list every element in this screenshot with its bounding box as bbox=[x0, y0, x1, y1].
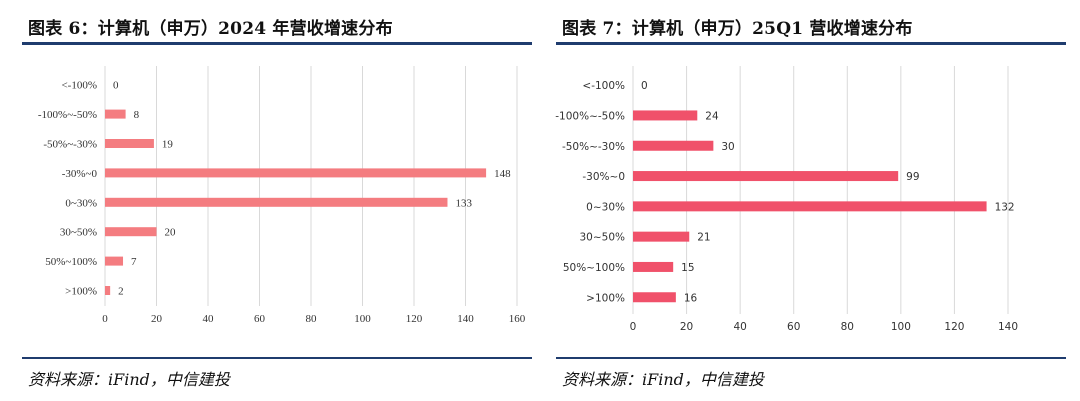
bar bbox=[633, 110, 698, 121]
x-tick-label: 60 bbox=[787, 321, 800, 333]
bar-value-label: 16 bbox=[684, 292, 698, 304]
y-category-label: -100%~-50% bbox=[38, 109, 97, 121]
bar-value-label: 7 bbox=[131, 256, 137, 268]
x-tick-label: 140 bbox=[457, 313, 474, 325]
y-category-label: -50%~-30% bbox=[562, 141, 625, 153]
bar-value-label: 2 bbox=[118, 286, 124, 298]
bar-value-label: 20 bbox=[165, 227, 177, 239]
bar-value-label: 15 bbox=[681, 262, 694, 274]
figure-7-title: 图表 7：计算机（申万）25Q1 营收增速分布 bbox=[562, 19, 913, 39]
figure-6-source: 资料来源：iFind，中信建投 bbox=[28, 370, 230, 389]
x-tick-label: 80 bbox=[841, 321, 854, 333]
y-category-label: 30~50% bbox=[580, 232, 626, 244]
x-tick-label: 0 bbox=[630, 321, 637, 333]
y-category-label: >100% bbox=[65, 286, 97, 298]
bar-value-label: 132 bbox=[995, 201, 1015, 213]
x-tick-label: 0 bbox=[102, 313, 108, 325]
bar bbox=[105, 168, 487, 178]
bar bbox=[105, 139, 154, 148]
figure-6-bar-chart: 0 20 40 60 80 100 120 140 160 <-100% 0 -100%~-50% 8 -… bbox=[38, 66, 526, 325]
y-category-label: -30%~0 bbox=[582, 171, 625, 183]
x-tick-label: 100 bbox=[354, 313, 371, 325]
bar-value-label: 0 bbox=[641, 80, 648, 92]
figure-7-bar-chart: 0 20 40 60 80 100 120 140 <-100% 0 -100%~-50% 24 -50… bbox=[555, 66, 1018, 333]
bar-value-label: 30 bbox=[721, 141, 734, 153]
bar bbox=[105, 256, 124, 266]
y-category-label: 30~50% bbox=[60, 227, 97, 239]
y-category-label: 50%~100% bbox=[45, 256, 97, 268]
bar bbox=[633, 201, 987, 212]
x-tick-label: 140 bbox=[998, 321, 1018, 333]
bar-value-label: 8 bbox=[134, 109, 140, 121]
bar bbox=[633, 171, 899, 182]
x-tick-label: 40 bbox=[733, 321, 746, 333]
figure-7-bottom-rule bbox=[556, 357, 1066, 359]
y-category-label: 50%~100% bbox=[563, 262, 625, 274]
bar-value-label: 24 bbox=[705, 110, 719, 122]
bar bbox=[105, 286, 111, 295]
figure-7-source: 资料来源：iFind，中信建投 bbox=[562, 370, 764, 389]
bar bbox=[105, 109, 126, 119]
bar bbox=[633, 292, 676, 303]
figure-6-title: 图表 6：计算机（申万）2024 年营收增速分布 bbox=[28, 19, 393, 39]
y-category-label: -100%~-50% bbox=[555, 110, 625, 122]
x-tick-label: 60 bbox=[254, 313, 266, 325]
figure-7-title-rule bbox=[556, 42, 1066, 45]
bar-value-label: 133 bbox=[455, 197, 472, 209]
bar-value-label: 19 bbox=[162, 139, 174, 151]
y-category-label: 0~30% bbox=[586, 201, 625, 213]
bar-value-label: 99 bbox=[906, 171, 919, 183]
y-category-label: <-100% bbox=[582, 80, 625, 92]
x-tick-label: 100 bbox=[891, 321, 911, 333]
bar bbox=[105, 197, 448, 207]
x-tick-label: 120 bbox=[406, 313, 423, 325]
x-tick-label: 80 bbox=[306, 313, 318, 325]
y-category-label: >100% bbox=[586, 292, 625, 304]
bar-value-label: 0 bbox=[113, 80, 119, 92]
figure-6-panel: 图表 6：计算机（申万）2024 年营收增速分布 0 20 40 60 80 100 120… bbox=[22, 0, 538, 401]
x-tick-label: 160 bbox=[509, 313, 526, 325]
bar-value-label: 21 bbox=[697, 232, 710, 244]
figure-6-bottom-rule bbox=[22, 357, 532, 359]
y-category-label: <-100% bbox=[61, 80, 97, 92]
y-category-label: -50%~-30% bbox=[43, 139, 97, 151]
x-tick-label: 20 bbox=[151, 313, 163, 325]
bar bbox=[105, 227, 157, 237]
bar-value-label: 148 bbox=[494, 168, 511, 180]
bar bbox=[633, 231, 690, 242]
figure-6-title-rule bbox=[22, 42, 532, 45]
x-tick-label: 20 bbox=[680, 321, 693, 333]
bar bbox=[633, 140, 714, 151]
figure-7-panel: 图表 7：计算机（申万）25Q1 营收增速分布 0 20 40 60 80 100 120 1… bbox=[555, 0, 1072, 401]
y-category-label: -30%~0 bbox=[62, 168, 98, 180]
x-tick-label: 40 bbox=[203, 313, 215, 325]
y-category-label: 0~30% bbox=[65, 197, 97, 209]
x-tick-label: 120 bbox=[944, 321, 964, 333]
bar bbox=[633, 261, 674, 272]
